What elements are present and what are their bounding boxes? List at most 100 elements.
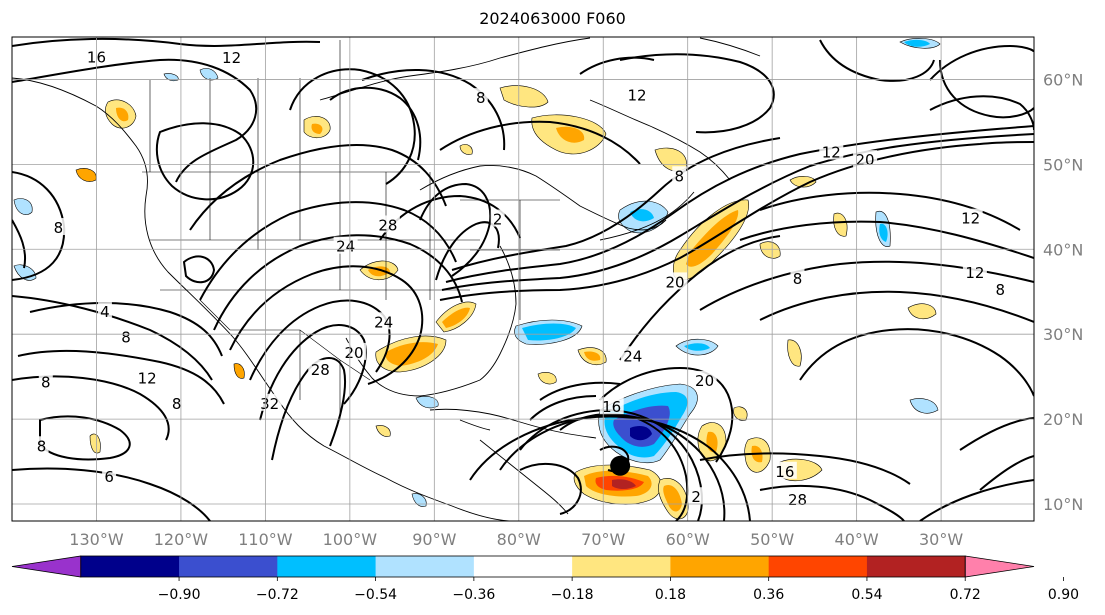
- contour-label: 8: [172, 395, 182, 413]
- lat-tick-label: 40°N: [1043, 240, 1083, 259]
- colorbar-tick-label: 0.90: [1048, 587, 1079, 603]
- contour-label-bg: [663, 272, 688, 290]
- lon-tick-label: 70°W: [581, 530, 625, 549]
- lon-tick-label: 110°W: [238, 530, 293, 549]
- colorbar-extend-min: [11, 555, 82, 578]
- contour-label-bg: [308, 359, 333, 377]
- contour-label-bg: [257, 393, 282, 411]
- contour-label: 28: [378, 217, 397, 235]
- contour-label-bg: [819, 142, 844, 160]
- contour-label-bg: [962, 263, 987, 281]
- contour-label: 8: [793, 270, 803, 288]
- lat-tick-label: 30°N: [1043, 325, 1083, 344]
- contour-label-bg: [599, 397, 624, 415]
- colorbar-tick-label: 0.54: [851, 587, 882, 603]
- contour-label: 16: [602, 398, 621, 416]
- contour-label: 8: [37, 437, 47, 455]
- contour-label: 28: [311, 361, 330, 379]
- colorbar-tick-label: −0.36: [452, 587, 495, 603]
- latitude-labels: 60°N 50°N 40°N 30°N 20°N 10°N: [1043, 70, 1083, 514]
- contour-label: 8: [54, 219, 64, 237]
- contour-label-bg: [169, 393, 184, 411]
- lat-tick-label: 10°N: [1043, 495, 1083, 514]
- contour-label-bg: [219, 48, 244, 66]
- colorbar-segment: [572, 556, 671, 577]
- graticule: [12, 37, 1034, 521]
- contour-label: 8: [995, 281, 1005, 299]
- contour-label-bg: [135, 368, 160, 386]
- lon-tick-label: 120°W: [154, 530, 209, 549]
- contour-label-bg: [958, 208, 983, 226]
- contour-label-bg: [38, 372, 53, 390]
- colorbar-segment: [473, 556, 573, 577]
- map-background: [12, 37, 1034, 521]
- lat-tick-label: 20°N: [1043, 410, 1083, 429]
- lat-tick-label: 60°N: [1043, 70, 1083, 89]
- contour-label: 12: [965, 264, 984, 282]
- colorbar-tick-label: −0.90: [158, 587, 201, 603]
- contour-label-bg: [993, 280, 1008, 298]
- contour-label: 2: [493, 211, 503, 229]
- contour-label: 12: [822, 143, 841, 161]
- contour-label-bg: [97, 302, 112, 320]
- contour-label-bg: [490, 209, 505, 227]
- contour-label-bg: [772, 461, 797, 479]
- shaded-field: [13, 38, 941, 520]
- contour-label: 12: [627, 87, 646, 105]
- colorbar-segment: [277, 556, 377, 577]
- contour-label: 4: [100, 303, 110, 321]
- contour-label: 8: [674, 167, 684, 185]
- contour-label-bg: [689, 487, 704, 505]
- contour-label: 20: [665, 273, 684, 291]
- coastlines: [12, 37, 761, 521]
- contour-label: 12: [222, 49, 241, 67]
- contour-label: 16: [775, 463, 794, 481]
- contour-label: 28: [788, 491, 807, 509]
- storm-center-marker: [610, 455, 631, 476]
- contour-label-bg: [692, 370, 717, 388]
- contour-label-bg: [102, 466, 117, 484]
- contour-label-bg: [620, 346, 645, 364]
- contour-label: 6: [104, 468, 114, 486]
- contour-label-bg: [375, 215, 400, 233]
- colorbar-segment: [80, 556, 180, 577]
- contour-label-bg: [119, 327, 134, 345]
- colorbar-tick-label: 0.72: [950, 587, 981, 603]
- contour-label: 8: [476, 89, 486, 107]
- colorbar-segment: [375, 556, 475, 577]
- colorbar-outline: [80, 555, 966, 578]
- lon-tick-label: 80°W: [497, 530, 541, 549]
- contour-label: 20: [695, 372, 714, 390]
- contour-label: 24: [623, 347, 642, 365]
- contour-label-bg: [473, 88, 488, 106]
- colorbar-tick-label: −0.72: [256, 587, 299, 603]
- map-title: 2024063000 F060: [479, 9, 626, 28]
- contour-label-bg: [371, 312, 396, 330]
- contour-label: 24: [374, 313, 393, 331]
- contour-label-bg: [51, 218, 66, 236]
- colorbar-segment: [866, 556, 966, 577]
- contour-label: 8: [41, 374, 51, 392]
- contour-label-bg: [625, 85, 650, 103]
- contour-label-bg: [785, 489, 810, 507]
- lon-tick-label: 40°W: [835, 530, 879, 549]
- colorbar-segment: [179, 556, 278, 577]
- contour-label-bg: [342, 342, 367, 360]
- contour-label-bg: [790, 269, 805, 286]
- contour-label-bg: [34, 436, 49, 454]
- longitude-labels: 130°W 120°W 110°W 100°W 90°W 80°W 70°W 60°W 50°W…: [69, 530, 963, 549]
- lon-tick-label: 130°W: [69, 530, 124, 549]
- map-frame: [11, 36, 1035, 522]
- colorbar-segment: [670, 556, 770, 577]
- contour-label-bg: [853, 150, 878, 168]
- colorbar-tick-label: 0.18: [655, 587, 686, 603]
- colorbar-tick-label: −0.18: [551, 587, 594, 603]
- colorbar-tick-label: 0.36: [753, 587, 784, 603]
- contour-label: 12: [138, 369, 157, 387]
- lon-tick-label: 90°W: [412, 530, 456, 549]
- contour-label: 24: [336, 238, 355, 256]
- lat-tick-label: 50°N: [1043, 155, 1083, 174]
- contour-label: 8: [121, 329, 131, 347]
- contour-label: 32: [260, 395, 279, 413]
